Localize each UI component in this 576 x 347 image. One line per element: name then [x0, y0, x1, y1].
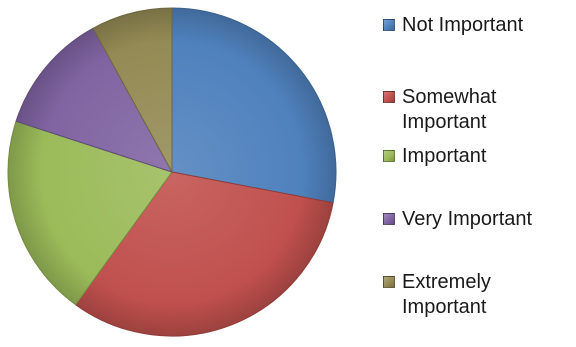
legend-swatch	[383, 19, 395, 31]
legend-label: Not Important	[402, 14, 524, 36]
pie-slice-somewhat-important	[74, 171, 334, 337]
legend-item-extremely-important: Extremely Important	[383, 270, 574, 320]
legend-item-not-important: Not Important	[383, 13, 574, 38]
pie-slice-important	[7, 120, 173, 306]
legend-label: Very Important	[402, 208, 533, 230]
legend-label: Important	[402, 145, 487, 167]
legend-item-important: Important	[383, 144, 574, 169]
pie-slice-extremely-important	[92, 7, 173, 173]
legend-swatch	[383, 276, 395, 288]
legend-item-somewhat-important: Somewhat Important	[383, 85, 574, 135]
legend-swatch	[383, 213, 395, 225]
pie-slice-not-important	[171, 7, 337, 204]
pie-slice-very-important	[15, 27, 174, 173]
legend-item-very-important: Very Important	[383, 207, 574, 232]
legend-swatch	[383, 91, 395, 103]
pie-chart-svg	[7, 7, 337, 337]
chart-legend: Not Important Somewhat Important Importa…	[383, 0, 576, 342]
legend-label: Somewhat Important	[402, 86, 497, 133]
legend-label: Extremely Important	[402, 271, 491, 318]
legend-swatch	[383, 150, 395, 162]
pie-chart	[7, 7, 337, 337]
